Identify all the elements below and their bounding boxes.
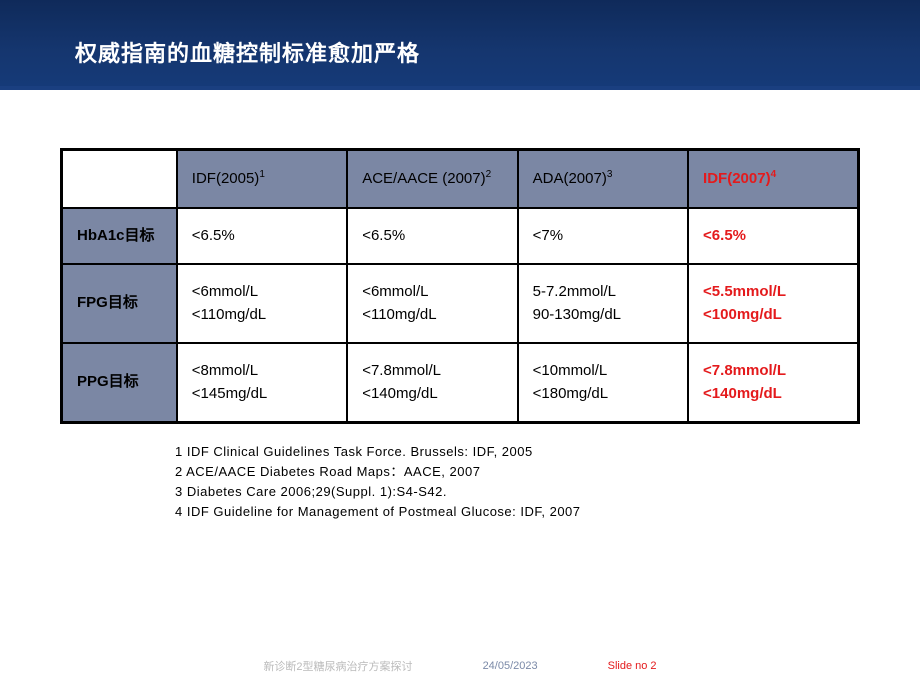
cell-line: <8mmol/L bbox=[192, 360, 332, 383]
col-label: IDF(2007) bbox=[703, 170, 771, 187]
col-sup: 4 bbox=[771, 169, 777, 180]
header-cell-idf2005: IDF(2005)1 bbox=[177, 150, 347, 208]
table-header-row: IDF(2005)1 ACE/AACE (2007)2 ADA(2007)3 I… bbox=[62, 150, 859, 208]
cell-ppg-idf2005: <8mmol/L <145mg/dL bbox=[177, 343, 347, 423]
col-label: ACE/AACE (2007) bbox=[362, 170, 485, 187]
table-row-hba1c: HbA1c目标 <6.5% <6.5% <7% <6.5% bbox=[62, 208, 859, 265]
cell-line: <7.8mmol/L bbox=[703, 360, 843, 383]
cell-hba1c-idf2005: <6.5% bbox=[177, 208, 347, 265]
cell-ppg-idf2007: <7.8mmol/L <140mg/dL bbox=[688, 343, 858, 423]
row-header-hba1c: HbA1c目标 bbox=[62, 208, 177, 265]
footer-date: 24/05/2023 bbox=[483, 660, 538, 672]
col-label: ADA(2007) bbox=[533, 170, 607, 187]
references: 1 IDF Clinical Guidelines Task Force. Br… bbox=[60, 442, 860, 523]
cell-line: <110mg/dL bbox=[192, 304, 332, 327]
header-cell-ada: ADA(2007)3 bbox=[518, 150, 688, 208]
header-cell-idf2007: IDF(2007)4 bbox=[688, 150, 858, 208]
reference-1: 1 IDF Clinical Guidelines Task Force. Br… bbox=[175, 442, 860, 462]
row-header-fpg: FPG目标 bbox=[62, 264, 177, 343]
cell-ppg-ada: <10mmol/L <180mg/dL bbox=[518, 343, 688, 423]
cell-line: <6mmol/L bbox=[192, 281, 332, 304]
col-sup: 1 bbox=[259, 169, 265, 180]
cell-line: <5.5mmol/L bbox=[703, 281, 843, 304]
cell-line: <180mg/dL bbox=[533, 383, 673, 406]
cell-hba1c-ada: <7% bbox=[518, 208, 688, 265]
cell-ppg-ace: <7.8mmol/L <140mg/dL bbox=[347, 343, 517, 423]
cell-line: <10mmol/L bbox=[533, 360, 673, 383]
cell-line: <7.8mmol/L bbox=[362, 360, 502, 383]
col-label: IDF(2005) bbox=[192, 170, 260, 187]
header-cell-empty bbox=[62, 150, 177, 208]
cell-line: <145mg/dL bbox=[192, 383, 332, 406]
slide: 权威指南的血糖控制标准愈加严格 IDF(2005)1 ACE/AACE (200… bbox=[0, 0, 920, 690]
col-sup: 3 bbox=[607, 169, 613, 180]
row-header-ppg: PPG目标 bbox=[62, 343, 177, 423]
slide-content: IDF(2005)1 ACE/AACE (2007)2 ADA(2007)3 I… bbox=[0, 90, 920, 523]
cell-line: 90-130mg/dL bbox=[533, 304, 673, 327]
col-sup: 2 bbox=[486, 169, 492, 180]
reference-2: 2 ACE/AACE Diabetes Road Maps：AACE, 2007 bbox=[175, 462, 860, 482]
table-row-fpg: FPG目标 <6mmol/L <110mg/dL <6mmol/L <110mg… bbox=[62, 264, 859, 343]
cell-line: 5-7.2mmol/L bbox=[533, 281, 673, 304]
cell-fpg-ada: 5-7.2mmol/L 90-130mg/dL bbox=[518, 264, 688, 343]
table-row-ppg: PPG目标 <8mmol/L <145mg/dL <7.8mmol/L <140… bbox=[62, 343, 859, 423]
cell-line: <110mg/dL bbox=[362, 304, 502, 327]
reference-4: 4 IDF Guideline for Management of Postme… bbox=[175, 502, 860, 522]
header-cell-ace-aace: ACE/AACE (2007)2 bbox=[347, 150, 517, 208]
reference-3: 3 Diabetes Care 2006;29(Suppl. 1):S4-S42… bbox=[175, 482, 860, 502]
slide-title: 权威指南的血糖控制标准愈加严格 bbox=[75, 36, 920, 68]
cell-hba1c-ace: <6.5% bbox=[347, 208, 517, 265]
cell-fpg-idf2005: <6mmol/L <110mg/dL bbox=[177, 264, 347, 343]
cell-line: <140mg/dL bbox=[703, 383, 843, 406]
footer-slide-number: Slide no 2 bbox=[608, 660, 657, 672]
cell-line: <6mmol/L bbox=[362, 281, 502, 304]
cell-line: <140mg/dL bbox=[362, 383, 502, 406]
slide-header: 权威指南的血糖控制标准愈加严格 bbox=[0, 0, 920, 90]
cell-hba1c-idf2007: <6.5% bbox=[688, 208, 858, 265]
cell-fpg-ace: <6mmol/L <110mg/dL bbox=[347, 264, 517, 343]
guidelines-table: IDF(2005)1 ACE/AACE (2007)2 ADA(2007)3 I… bbox=[60, 148, 860, 424]
footer-doc-title: 新诊断2型糖尿病治疗方案探讨 bbox=[263, 658, 412, 674]
cell-line: <100mg/dL bbox=[703, 304, 843, 327]
cell-fpg-idf2007: <5.5mmol/L <100mg/dL bbox=[688, 264, 858, 343]
slide-footer: 新诊断2型糖尿病治疗方案探讨 24/05/2023 Slide no 2 bbox=[0, 658, 920, 674]
